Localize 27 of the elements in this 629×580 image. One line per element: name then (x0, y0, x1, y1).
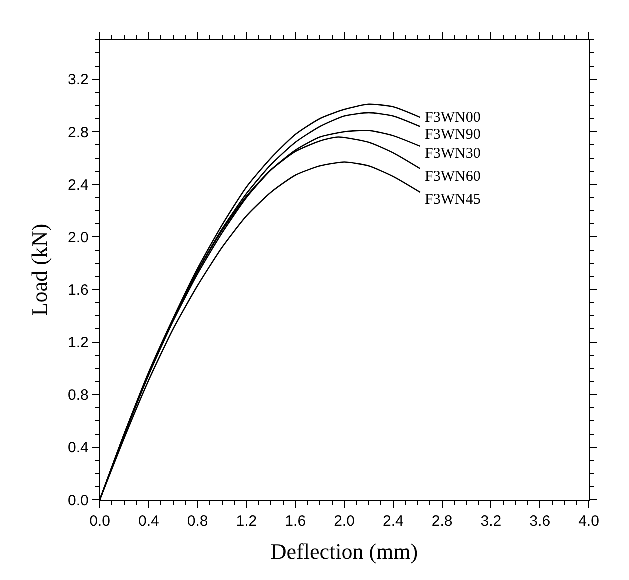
series-label: F3WN60 (425, 169, 481, 185)
y-tick-label: 1.2 (68, 334, 89, 352)
x-tick-label: 0.0 (90, 513, 110, 530)
y-axis-title: Load (kN) (26, 224, 52, 316)
series-label: F3WN90 (425, 127, 481, 143)
y-tick-label: 3.2 (68, 72, 89, 89)
series-label: F3WN45 (425, 192, 481, 208)
x-tick-label: 0.4 (138, 513, 160, 530)
x-axis-title: Deflection (mm) (270, 539, 418, 564)
x-tick-label: 1.2 (236, 513, 258, 530)
x-tick-label: 2.8 (432, 513, 453, 530)
x-tick-label: 4.0 (578, 513, 600, 530)
x-tick-label: 0.8 (187, 513, 208, 530)
y-tick-label: 2.0 (68, 229, 89, 246)
y-tick-label: 2.4 (68, 176, 89, 194)
x-tick-label: 3.6 (530, 513, 551, 530)
series-label: F3WN30 (425, 146, 481, 162)
x-tick-label: 2.4 (382, 513, 404, 530)
series-label: F3WN00 (425, 110, 481, 126)
x-tick-label: 1.6 (285, 513, 306, 530)
y-tick-label: 2.8 (68, 124, 89, 142)
x-tick-label: 2.0 (334, 513, 355, 530)
x-tick-label: 3.2 (480, 513, 502, 530)
y-tick-label: 0.0 (68, 492, 89, 510)
y-tick-label: 0.8 (68, 387, 89, 404)
y-tick-label: 1.6 (68, 282, 89, 299)
y-tick-label: 0.4 (68, 440, 89, 457)
